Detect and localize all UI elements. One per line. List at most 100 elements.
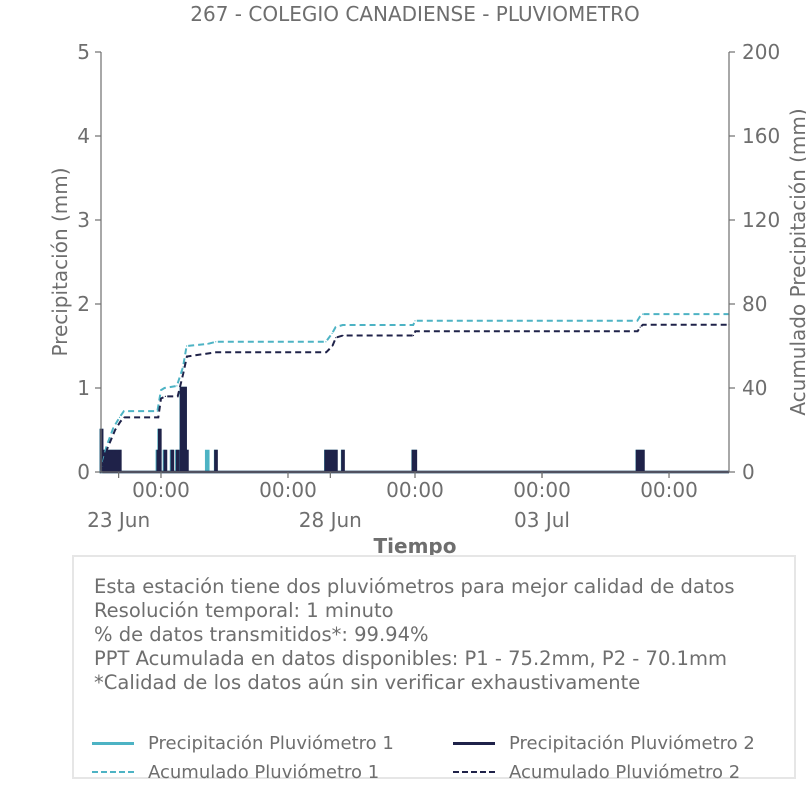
- point: [160, 397, 162, 400]
- info-line-stations: Esta estación tiene dos pluviómetros par…: [94, 575, 735, 598]
- point: [186, 450, 188, 452]
- point: [639, 316, 641, 318]
- y-tick-label: 0: [77, 460, 90, 484]
- point: [342, 324, 344, 326]
- legend-label-acum-p2: Acumulado Pluviómetro 2: [509, 761, 741, 783]
- point: [215, 341, 217, 343]
- point: [112, 427, 114, 429]
- point: [412, 450, 415, 452]
- point: [181, 408, 184, 410]
- info-box: Esta estación tiene dos pluviómetros par…: [72, 555, 796, 783]
- point: [325, 450, 328, 452]
- x-tick-label: 00:00: [513, 478, 571, 502]
- point: [157, 450, 160, 452]
- line-acumulado-pluvi-metro-2: [100, 323, 729, 473]
- legend-label-precip-p1: Precipitación Pluviómetro 1: [148, 732, 394, 754]
- y-tick-label: 4: [77, 124, 90, 148]
- point: [156, 410, 158, 412]
- point: [414, 330, 416, 332]
- legend-item-acum-p2: Acumulado Pluviómetro 2: [453, 760, 740, 784]
- y2-tick-label: 200: [742, 40, 780, 64]
- point: [414, 320, 416, 322]
- point: [335, 450, 337, 452]
- point: [335, 326, 337, 328]
- point: [163, 387, 166, 389]
- point: [117, 450, 120, 452]
- legend-item-precip-p1: Precipitación Pluviómetro 1: [92, 731, 394, 755]
- point: [176, 385, 178, 387]
- point: [636, 320, 638, 322]
- x-date-label: 03 Jul: [514, 508, 570, 532]
- point: [123, 410, 125, 412]
- point: [123, 416, 125, 418]
- chart-title: 267 - COLEGIO CANADIENSE - PLUVIOMETRO: [190, 2, 639, 26]
- point: [342, 334, 344, 337]
- point: [114, 450, 116, 452]
- y-tick-label: 5: [77, 40, 90, 64]
- point: [331, 332, 333, 334]
- point: [186, 355, 188, 358]
- y2-axis-label: Acumulado Precipitación (mm): [786, 108, 806, 415]
- point: [642, 313, 644, 315]
- point: [206, 450, 209, 452]
- series-4: [100, 323, 730, 473]
- x-date-label: 23 Jun: [87, 508, 150, 532]
- legend-swatch-acum-p2: [453, 771, 495, 773]
- axes: 0 1 2 3 4 5 0 40 80 120 160 200 00:00 00:00 00:00 00:00…: [77, 40, 780, 532]
- info-line-resolution: Resolución temporal: 1 minuto: [94, 599, 394, 622]
- point: [106, 448, 108, 450]
- legend-swatch-precip-p2: [453, 741, 495, 745]
- chart: 267 - COLEGIO CANADIENSE - PLUVIOMETRO 0…: [48, 2, 806, 558]
- point: [412, 324, 414, 326]
- line-acumulado-pluvi-metro-1: [100, 313, 729, 473]
- x-axis-label: Tiempo: [374, 534, 457, 558]
- point: [636, 450, 639, 452]
- point: [186, 345, 188, 347]
- point: [118, 416, 121, 418]
- point: [157, 416, 159, 418]
- point: [110, 450, 113, 452]
- series-3: [100, 313, 730, 473]
- point: [414, 450, 417, 452]
- info-line-transmitted: % de datos transmitidos*: 99.94%: [94, 623, 429, 646]
- info-line-quality: *Calidad de los datos aún sin verificar …: [94, 671, 641, 694]
- point: [164, 450, 167, 452]
- point: [177, 395, 179, 397]
- y2-tick-label: 80: [742, 292, 767, 316]
- plot-area: [99, 313, 730, 474]
- point: [639, 326, 641, 328]
- point: [160, 389, 162, 391]
- legend-swatch-acum-p1: [92, 771, 134, 773]
- x-tick-label: 00:00: [132, 478, 190, 502]
- point: [215, 450, 217, 452]
- legend-label-acum-p1: Acumulado Pluviómetro 1: [148, 761, 380, 783]
- point: [164, 395, 166, 397]
- x-tick-label: 00:00: [259, 478, 317, 502]
- point: [180, 387, 183, 389]
- legend-label-precip-p2: Precipitación Pluviómetro 2: [509, 732, 755, 754]
- point: [642, 450, 644, 452]
- y2-tick-label: 0: [742, 460, 755, 484]
- point: [325, 341, 327, 343]
- point: [215, 351, 217, 353]
- point: [331, 345, 333, 347]
- point: [637, 330, 639, 332]
- info-line-accumulated: PPT Acumulada en datos disponibles: P1 -…: [94, 647, 727, 670]
- point: [119, 421, 121, 423]
- y-tick-label: 3: [77, 208, 90, 232]
- series-2: [99, 386, 729, 474]
- info-text: Esta estación tiene dos pluviómetros par…: [94, 575, 735, 695]
- point: [325, 351, 327, 353]
- x-tick-label: 00:00: [640, 478, 698, 502]
- point: [102, 450, 104, 452]
- point: [182, 366, 184, 368]
- y2-tick-label: 160: [742, 124, 780, 148]
- point: [412, 334, 415, 337]
- y-axis-label: Precipitación (mm): [48, 167, 72, 356]
- y-tick-label: 1: [77, 376, 90, 400]
- line-precipitaci-n-pluvi-metro-2: [99, 386, 729, 474]
- point: [342, 450, 344, 452]
- point: [159, 429, 161, 431]
- point: [184, 387, 186, 389]
- x-tick-label: 00:00: [386, 478, 444, 502]
